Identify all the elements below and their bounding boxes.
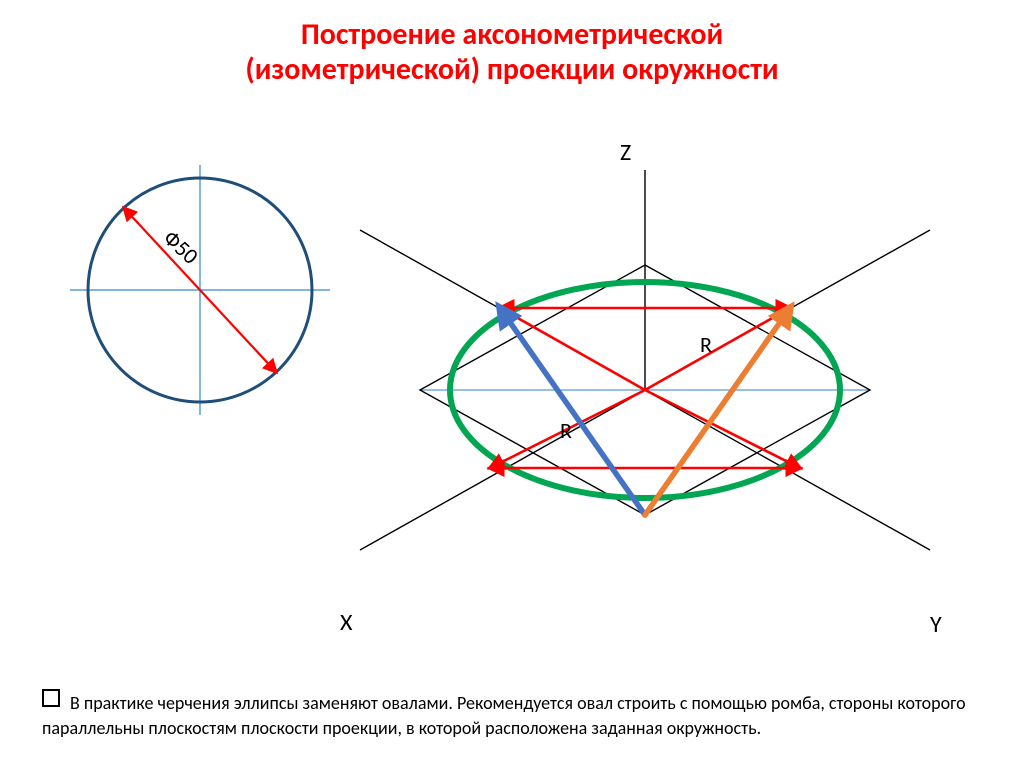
r-label-2: R	[560, 417, 572, 444]
left-circle-diagram: Ф50	[70, 165, 330, 415]
isometric-diagram: Z X Y R R	[340, 138, 942, 639]
red-arrow-nw	[500, 308, 645, 390]
orange-vector	[645, 308, 790, 515]
diagram-canvas: Ф50 Z X	[0, 0, 1024, 768]
footnote-text: В практике черчения эллипсы заменяют ова…	[42, 692, 966, 738]
diameter-label: Ф50	[158, 224, 204, 269]
footnote: В практике черчения эллипсы заменяют ова…	[42, 689, 982, 740]
blue-vector	[500, 308, 645, 515]
slide: Построение аксонометрической (изометриче…	[0, 0, 1024, 768]
y-label: Y	[930, 610, 942, 639]
z-label: Z	[620, 138, 631, 167]
bullet-icon	[42, 689, 60, 707]
red-arrow-ne	[645, 308, 790, 390]
r-label-1: R	[700, 331, 712, 358]
x-label: X	[340, 608, 353, 637]
